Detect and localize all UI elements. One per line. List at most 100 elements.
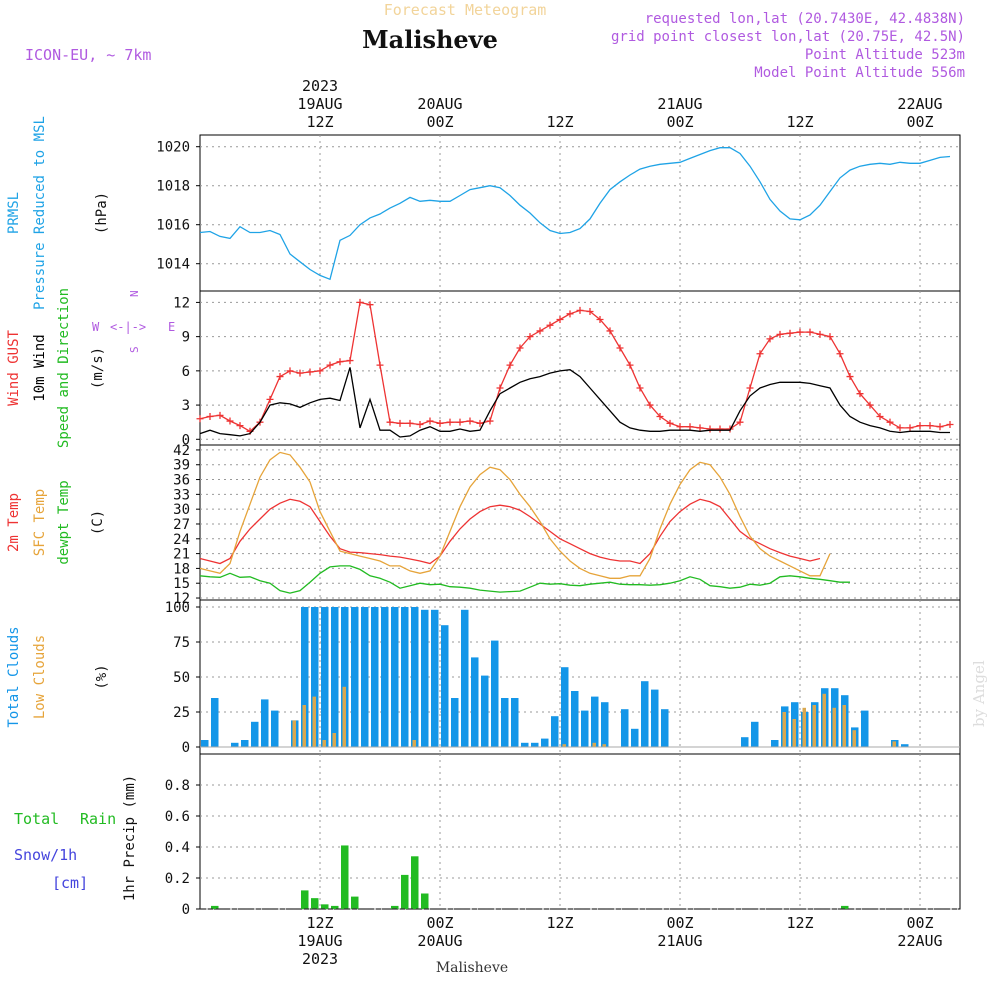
low-cloud-bar	[602, 744, 606, 747]
total-cloud-bar	[901, 744, 909, 747]
top-time-label: 22AUG	[897, 95, 942, 113]
gust-marker	[616, 344, 624, 352]
gust-marker	[486, 417, 494, 425]
panel-ylabel: Pressure Reduced to MSL	[32, 116, 48, 310]
top-time-label: 2023	[302, 77, 338, 95]
gust-marker	[286, 367, 294, 375]
panel-unit: (hPa)	[94, 192, 110, 234]
total-cloud-bar	[621, 709, 629, 747]
total-cloud-bar	[381, 607, 389, 747]
bottom-time-label: 19AUG	[297, 932, 342, 950]
total-cloud-bar	[481, 675, 489, 747]
rain-bar	[321, 904, 329, 909]
low-cloud-bar	[802, 707, 806, 747]
snow-label: Snow/1h	[14, 846, 77, 864]
watermark: by Angel	[970, 660, 988, 727]
top-time-label: 12Z	[306, 113, 333, 131]
y-tick-label: 3	[182, 398, 190, 414]
gust-marker	[426, 417, 434, 425]
low-cloud-bar	[832, 707, 836, 747]
gust-marker	[796, 328, 804, 336]
gust-marker	[856, 390, 864, 398]
gust-marker	[476, 419, 484, 427]
total-cloud-bar	[551, 716, 559, 747]
rain-label: Rain	[80, 810, 116, 828]
total-cloud-bar	[861, 710, 869, 747]
bottom-time-label: 00Z	[906, 914, 933, 932]
rain-bar	[311, 898, 319, 909]
snow-unit: [cm]	[52, 874, 88, 892]
series-line	[199, 498, 821, 565]
low-cloud-bar	[332, 733, 336, 747]
bottom-time-label: 12Z	[546, 914, 573, 932]
y-tick-label: 0	[182, 740, 190, 756]
gust-marker	[766, 335, 774, 343]
y-tick-label: 0.2	[165, 871, 190, 887]
total-cloud-bar	[361, 607, 369, 747]
panel-ylabel: Speed and Direction	[56, 288, 72, 448]
y-tick-label: 1014	[156, 257, 190, 273]
low-cloud-bar	[292, 720, 296, 747]
panel-ylabel: SFC Temp	[32, 489, 48, 556]
gust-marker	[696, 424, 704, 432]
panel-frame	[199, 444, 961, 601]
gust-marker	[416, 420, 424, 428]
gust-marker	[716, 425, 724, 433]
low-cloud-bar	[792, 719, 796, 747]
gust-marker	[676, 423, 684, 431]
gust-marker	[606, 327, 614, 335]
y-tick-label: 27	[173, 517, 190, 533]
y-tick-label: 36	[173, 473, 190, 489]
top-time-label: 00Z	[906, 113, 933, 131]
bottom-time-label: 00Z	[666, 914, 693, 932]
gust-marker	[366, 301, 374, 309]
low-cloud-bar	[412, 740, 416, 747]
total-cloud-bar	[541, 738, 549, 747]
low-cloud-bar	[782, 712, 786, 747]
gust-marker	[776, 330, 784, 338]
bottom-time-label: 00Z	[426, 914, 453, 932]
gust-marker	[936, 423, 944, 431]
rain-bar	[341, 845, 349, 909]
gust-marker	[746, 384, 754, 392]
total-cloud-bar	[211, 698, 219, 747]
gust-marker	[586, 308, 594, 316]
chart-title: Malisheve	[362, 25, 498, 54]
gust-marker	[916, 422, 924, 430]
total-cloud-bar	[261, 699, 269, 747]
gust-marker	[756, 350, 764, 358]
series-line	[199, 301, 951, 433]
gust-marker	[436, 419, 444, 427]
total-cloud-bar	[661, 709, 669, 747]
series-line	[199, 565, 850, 594]
gust-marker	[576, 306, 584, 314]
total-cloud-bar	[631, 728, 639, 747]
total-cloud-bar	[451, 698, 459, 747]
total-cloud-bar	[491, 640, 499, 747]
y-tick-label: 0.4	[165, 840, 190, 856]
gust-marker	[276, 373, 284, 381]
gust-marker	[906, 424, 914, 432]
top-time-label: 00Z	[666, 113, 693, 131]
gust-marker	[496, 384, 504, 392]
rain-bar	[331, 905, 339, 909]
low-cloud-bar	[812, 705, 816, 747]
gust-marker	[266, 395, 274, 403]
top-time-label: 19AUG	[297, 95, 342, 113]
gust-marker	[646, 401, 654, 409]
y-tick-label: 12	[173, 591, 190, 607]
total-cloud-bar	[751, 721, 759, 747]
top-time-label: 20AUG	[417, 95, 462, 113]
gust-marker	[336, 358, 344, 366]
chart-subtitle: Forecast Meteogram	[384, 1, 547, 19]
total-cloud-bar	[401, 607, 409, 747]
gust-marker	[706, 425, 714, 433]
compass-w: W	[92, 320, 100, 334]
compass-e: E	[168, 320, 175, 334]
total-cloud-bar	[201, 740, 209, 747]
total-cloud-bar	[571, 691, 579, 747]
gust-marker	[346, 357, 354, 365]
y-tick-label: 0.6	[165, 809, 190, 825]
